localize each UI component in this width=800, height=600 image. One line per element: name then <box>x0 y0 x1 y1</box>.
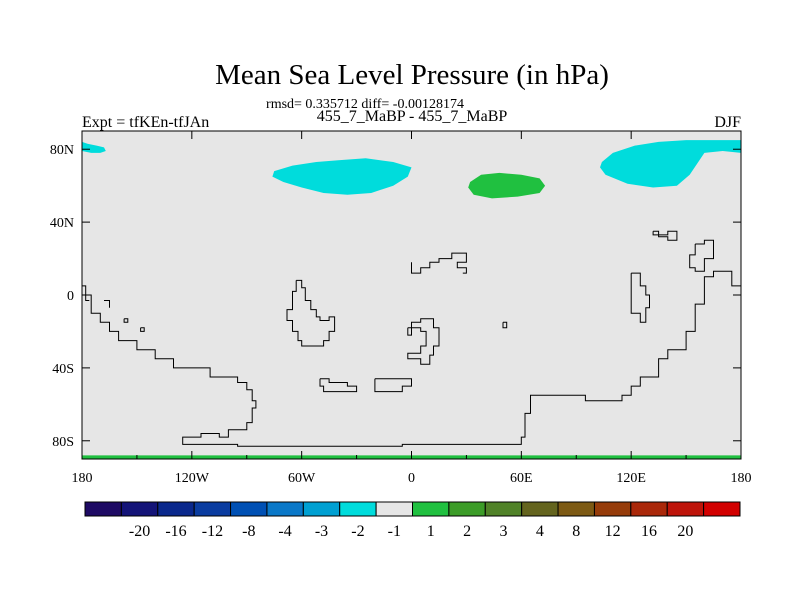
x-tick-label-3: 0 <box>408 471 415 486</box>
colorbar-box-0 <box>84 501 122 517</box>
region-fill-3 <box>600 140 741 188</box>
colorbar-label-11: 4 <box>536 523 544 540</box>
coastline-12 <box>689 239 714 272</box>
chart-title: Mean Sea Level Pressure (in hPa) <box>215 59 609 91</box>
y-tick-label-4: 80S <box>52 435 74 450</box>
coastline-9 <box>502 321 508 329</box>
colorbar-label-4: -4 <box>278 523 291 540</box>
colorbar-label-8: 1 <box>427 523 435 540</box>
coastline-1 <box>82 285 90 301</box>
x-tick-label-5: 120E <box>616 471 646 486</box>
y-tick-label-3: 40S <box>52 362 74 377</box>
coastline-13 <box>630 272 650 323</box>
coastline-outlines <box>82 230 741 447</box>
y-tick-label-0: 80N <box>50 143 74 158</box>
y-axis: 80N 40N 0 40S 80S <box>50 143 741 450</box>
colorbar-box-14 <box>593 501 632 517</box>
x-axis: 180 120W 60W 0 60E 120E 180 <box>72 131 752 486</box>
coastline-3 <box>123 318 129 323</box>
y-tick-label-1: 40N <box>50 216 74 231</box>
colorbar-box-12 <box>521 501 559 517</box>
region-fill-2 <box>468 172 546 199</box>
x-tick-label-0: 180 <box>72 471 93 486</box>
coastline-11 <box>652 230 678 241</box>
colorbar-box-11 <box>484 501 523 517</box>
colorbar-label-13: 12 <box>605 523 621 540</box>
map-plot-area: 180 120W 60W 0 60E 120E 180 80N 40N 0 40S 80S <box>50 130 752 486</box>
region-fill-0 <box>82 141 106 153</box>
colorbar-label-9: 2 <box>463 523 471 540</box>
coastline-10 <box>411 252 467 274</box>
colorbar-label-1: -16 <box>165 523 186 540</box>
colorbar-label-0: -20 <box>129 523 150 540</box>
colorbar-label-7: -1 <box>388 523 401 540</box>
colorbar-label-10: 3 <box>500 523 508 540</box>
y-tick-label-2: 0 <box>67 289 74 304</box>
colorbar-label-14: 16 <box>641 523 657 540</box>
colorbar-box-8 <box>375 501 413 517</box>
colorbar-box-5 <box>266 501 304 517</box>
colorbar-box-2 <box>157 501 195 517</box>
colorbar-label-6: -2 <box>351 523 364 540</box>
colorbar-box-16 <box>666 501 705 517</box>
colorbar-label-3: -8 <box>242 523 255 540</box>
colorbar-box-9 <box>412 501 450 517</box>
colorbar-box-4 <box>230 501 268 517</box>
colorbar-box-17 <box>703 501 741 517</box>
x-tick-label-4: 60E <box>510 471 533 486</box>
coastline-4 <box>140 327 145 332</box>
coastline-5 <box>286 279 336 347</box>
colorbar: -20 -16 -12 -8 -4 -3 -2 -1 1 2 3 4 8 12 16 20 <box>84 501 741 540</box>
coastline-2 <box>104 300 110 308</box>
left-label: Expt = tfKEn-tfJAn <box>82 114 209 131</box>
colorbar-box-6 <box>302 501 341 517</box>
right-label: DJF <box>714 114 741 131</box>
colorbar-box-13 <box>557 501 595 517</box>
colorbar-box-10 <box>448 501 486 517</box>
coastline-6 <box>319 378 358 393</box>
colorbar-label-15: 20 <box>677 523 693 540</box>
region-fill-1 <box>272 158 412 195</box>
x-tick-label-2: 60W <box>288 471 316 486</box>
x-tick-label-6: 180 <box>731 471 752 486</box>
colorbar-label-12: 8 <box>572 523 580 540</box>
colorbar-box-7 <box>339 501 377 517</box>
colorbar-box-1 <box>120 501 159 517</box>
coastline-8 <box>407 318 440 365</box>
colorbar-label-5: -3 <box>315 523 328 540</box>
center-label: 455_7_MaBP - 455_7_MaBP <box>317 108 508 125</box>
x-tick-label-1: 120W <box>175 471 210 486</box>
colorbar-box-3 <box>193 501 232 517</box>
coastline-7 <box>374 378 412 393</box>
colorbar-box-15 <box>630 501 668 517</box>
coastline-0 <box>82 270 741 447</box>
stats-text: rmsd= 0.335712 diff= -0.00128174 <box>266 97 464 112</box>
colorbar-label-2: -12 <box>202 523 223 540</box>
